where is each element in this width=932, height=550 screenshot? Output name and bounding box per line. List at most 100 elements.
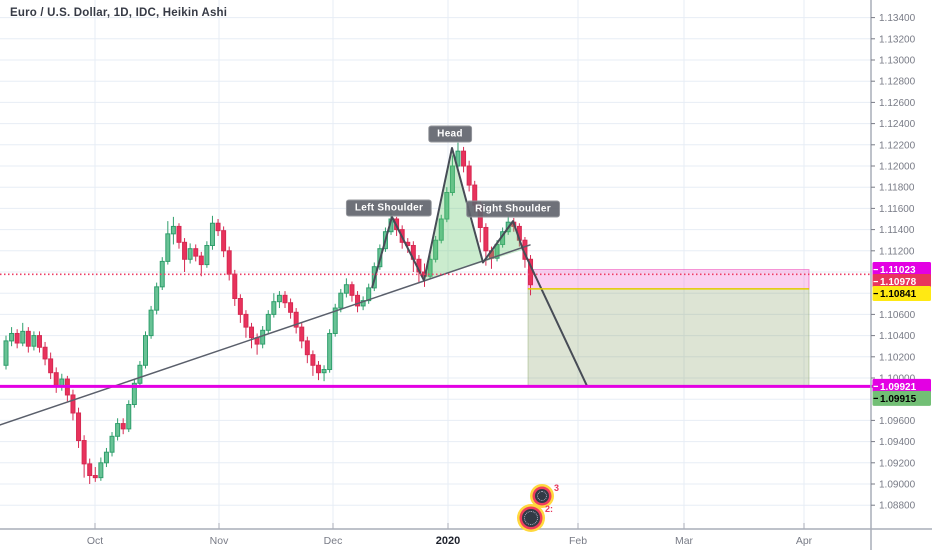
price-tick-label: 1.11400 <box>879 225 915 236</box>
candle-body <box>271 301 277 315</box>
candle-body <box>449 165 455 193</box>
candle-body <box>455 150 461 167</box>
time-axis-label: Mar <box>675 535 694 547</box>
candle-body <box>9 332 15 342</box>
candle-body <box>20 330 26 344</box>
price-label-value: 1.11023 <box>880 265 916 276</box>
price-tick-label: 1.09200 <box>879 458 916 469</box>
candle-body <box>109 435 115 453</box>
candle-body <box>120 423 126 430</box>
candle-body <box>92 475 98 479</box>
candle-body <box>355 294 361 307</box>
price-label-pill <box>872 286 931 302</box>
candle-body <box>182 241 188 260</box>
candle-body <box>187 248 193 260</box>
candle-body <box>276 294 282 303</box>
price-tick-label: 1.08800 <box>879 501 916 512</box>
candle-body <box>137 364 143 384</box>
price-tick-label: 1.11200 <box>879 246 915 257</box>
candle-body <box>461 150 467 167</box>
price-label-value: 1.09915 <box>880 394 917 405</box>
price-tick-label: 1.12200 <box>879 140 916 151</box>
candle-body <box>3 340 9 366</box>
candle-body <box>433 239 439 260</box>
price-tick-label: 1.10200 <box>879 352 916 363</box>
candle-body <box>215 222 221 232</box>
price-tick-label: 1.12400 <box>879 119 916 130</box>
candle-body <box>243 313 249 328</box>
candle-body <box>237 298 243 315</box>
watermark-badge-icon <box>535 489 549 503</box>
candle-body <box>198 255 204 266</box>
candle-body <box>438 218 444 241</box>
target-zone-box[interactable] <box>527 288 810 388</box>
candle-body <box>148 309 154 337</box>
breakdown-projection-line[interactable] <box>522 248 588 387</box>
candle-body <box>143 335 148 366</box>
watermark-number: 3 <box>554 483 560 493</box>
candle-body <box>36 335 42 348</box>
price-label-pill <box>872 390 931 406</box>
pattern-label-head[interactable]: Head <box>428 125 472 143</box>
candle-body <box>444 192 450 220</box>
candle-body <box>103 451 109 464</box>
candle-body <box>165 233 171 262</box>
candle-body <box>343 284 349 294</box>
time-axis-label: Nov <box>210 535 229 547</box>
watermark-badge-icon <box>522 509 540 527</box>
candle-body <box>315 364 321 374</box>
candle-body <box>310 354 316 366</box>
candle-body <box>193 248 199 257</box>
candle-body <box>260 329 266 345</box>
candle-body <box>299 326 305 342</box>
candle-body <box>115 423 121 437</box>
price-tick-label: 1.12800 <box>879 77 916 88</box>
candle-body <box>338 292 344 309</box>
candle-body <box>170 225 176 235</box>
candle-body <box>81 440 87 465</box>
price-tick-label: 1.09600 <box>879 416 916 427</box>
candle-body <box>288 302 294 313</box>
stop-zone-box[interactable] <box>527 269 810 290</box>
candle-body <box>31 335 37 347</box>
candle-body <box>360 300 366 307</box>
pattern-fill[interactable] <box>424 147 523 281</box>
price-tick-label: 1.12600 <box>879 98 916 109</box>
candle-body <box>327 332 333 371</box>
candle-body <box>265 313 271 331</box>
pattern-label-left-shoulder[interactable]: Left Shoulder <box>345 199 433 217</box>
time-axis-label: Oct <box>87 535 103 547</box>
price-label-pill <box>872 274 931 290</box>
ascending-neckline-trendline[interactable] <box>0 244 531 426</box>
price-tick-label: 1.09400 <box>879 437 916 448</box>
price-tick-label: 1.11600 <box>879 204 915 215</box>
candle-body <box>483 226 489 252</box>
candle-body <box>321 369 327 374</box>
price-label-pill <box>872 378 931 394</box>
time-axis-label: Dec <box>324 535 343 547</box>
candle-body <box>232 273 238 299</box>
price-label-value: 1.10978 <box>880 277 917 288</box>
time-axis[interactable] <box>0 529 932 550</box>
candle-body <box>282 294 288 304</box>
candle-body <box>53 372 59 387</box>
candle-body <box>304 340 310 356</box>
pattern-label-right-shoulder[interactable]: Right Shoulder <box>466 200 560 218</box>
candle-body <box>176 225 182 243</box>
price-label-value: 1.09921 <box>880 382 917 393</box>
price-axis[interactable] <box>871 0 932 529</box>
price-tick-label: 1.12000 <box>879 162 916 173</box>
price-tick-label: 1.13000 <box>879 56 916 67</box>
candle-body <box>466 165 472 186</box>
candle-body <box>209 222 215 247</box>
price-tick-label: 1.13200 <box>879 34 916 45</box>
candle-body <box>221 230 227 252</box>
candle-body <box>154 286 160 311</box>
candle-body <box>70 394 76 414</box>
candle-body <box>204 245 210 266</box>
price-tick-label: 1.13400 <box>879 13 916 24</box>
symbol-title: Euro / U.S. Dollar, 1D, IDC, Heikin Ashi <box>10 7 228 19</box>
candle-body <box>42 346 48 360</box>
